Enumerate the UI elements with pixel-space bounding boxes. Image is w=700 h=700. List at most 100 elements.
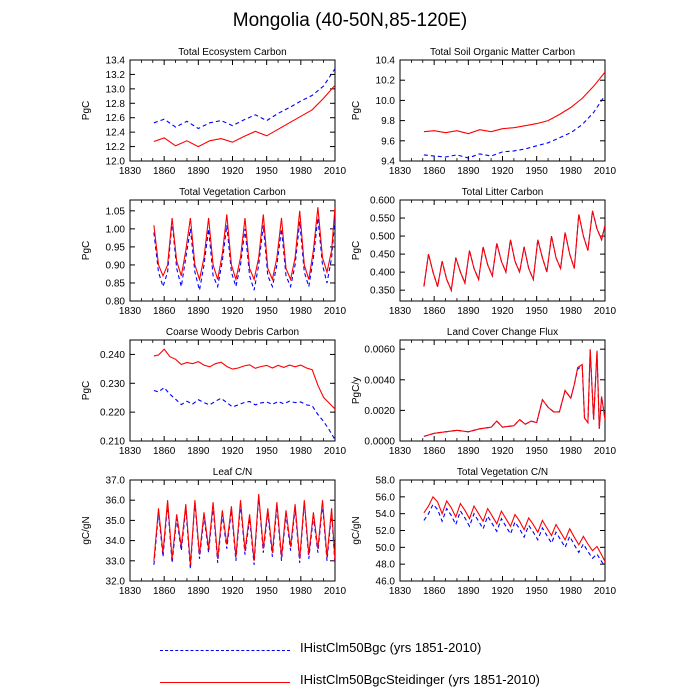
x-tick-label: 2010 (324, 166, 347, 177)
y-axis-label: PgC (351, 241, 362, 260)
series-line-solid (423, 495, 605, 562)
y-tick-label: 12.2 (106, 142, 126, 153)
y-axis-label: PgC (81, 101, 92, 120)
x-tick-label: 1860 (153, 306, 176, 317)
y-tick-label: 56.0 (376, 492, 396, 503)
y-tick-label: 0.0040 (364, 375, 395, 386)
x-tick-label: 2010 (324, 586, 347, 597)
x-tick-label: 1920 (491, 166, 514, 177)
y-tick-label: 0.450 (370, 250, 395, 261)
y-tick-label: 0.80 (106, 297, 126, 308)
x-tick-label: 1980 (290, 166, 313, 177)
series-line-solid (153, 207, 335, 282)
y-tick-label: 13.0 (106, 84, 126, 95)
panel-title: Coarse Woody Debris Carbon (166, 327, 299, 338)
x-tick-label: 1980 (560, 306, 583, 317)
x-tick-label: 1860 (423, 306, 446, 317)
y-tick-label: 54.0 (376, 509, 396, 520)
chart-panel: Total Litter Carbon PgC 1830 1860 1890 1920 19… (351, 187, 617, 317)
panel-title: Total Litter Carbon (462, 187, 544, 198)
x-tick-label: 1980 (290, 306, 313, 317)
plot-frame (399, 339, 606, 442)
y-tick-label: 0.95 (106, 242, 126, 253)
x-tick-label: 1830 (389, 306, 412, 317)
chart-panel: Total Soil Organic Matter Carbon PgC 1830 1… (351, 47, 617, 177)
y-tick-label: 0.0020 (364, 406, 395, 417)
x-tick-label: 1830 (119, 306, 142, 317)
x-tick-label: 1830 (389, 166, 412, 177)
x-tick-label: 2010 (594, 306, 617, 317)
y-tick-label: 32.0 (106, 577, 126, 588)
y-tick-label: 9.6 (381, 136, 395, 147)
x-tick-label: 1890 (457, 446, 480, 457)
y-tick-label: 9.4 (381, 157, 395, 168)
plot-frame (399, 479, 606, 582)
y-tick-label: 10.2 (376, 76, 396, 87)
x-tick-label: 1830 (119, 586, 142, 597)
series-line-solid (153, 494, 335, 565)
panel-title: Leaf C/N (213, 467, 252, 478)
x-tick-label: 1920 (491, 586, 514, 597)
legend-swatch-solid (160, 682, 290, 683)
x-tick-label: 1860 (423, 586, 446, 597)
y-tick-label: 34.0 (106, 536, 126, 547)
y-tick-label: 0.350 (370, 286, 395, 297)
chart-panel: Coarse Woody Debris Carbon PgC 1830 1860 189… (81, 327, 347, 457)
legend-label: IHistClm50BgcSteidinger (yrs 1851-2010) (300, 672, 540, 687)
y-tick-label: 0.500 (370, 232, 395, 243)
x-tick-label: 1920 (221, 446, 244, 457)
series-line-dashed (153, 386, 335, 440)
y-tick-label: 0.0000 (364, 437, 395, 448)
x-tick-label: 1860 (153, 586, 176, 597)
plot-frame (399, 199, 606, 302)
chart-panel: Land Cover Change Flux PgC/y 1830 1860 1890 1… (351, 327, 617, 457)
x-tick-label: 1830 (389, 446, 412, 457)
y-axis-label: PgC (351, 101, 362, 120)
x-tick-label: 1950 (526, 586, 549, 597)
x-tick-label: 1980 (290, 586, 313, 597)
x-tick-label: 1890 (457, 306, 480, 317)
x-tick-label: 2010 (594, 166, 617, 177)
y-tick-label: 0.210 (100, 437, 125, 448)
y-axis-label: gC/gN (351, 516, 362, 544)
plot-frame (129, 59, 336, 162)
plot-frame (399, 59, 606, 162)
y-tick-label: 0.550 (370, 214, 395, 225)
y-tick-label: 9.8 (381, 116, 395, 127)
series-line-solid (153, 348, 335, 410)
panel-title: Land Cover Change Flux (447, 327, 558, 338)
y-tick-label: 0.220 (100, 408, 125, 419)
y-tick-label: 36.0 (106, 496, 126, 507)
y-tick-label: 46.0 (376, 577, 396, 588)
x-tick-label: 1890 (187, 586, 210, 597)
y-tick-label: 48.0 (376, 560, 396, 571)
panel-title: Total Vegetation C/N (457, 467, 548, 478)
y-tick-label: 0.600 (370, 196, 395, 207)
x-tick-label: 1980 (290, 446, 313, 457)
legend-swatch-dashed (160, 650, 290, 651)
x-tick-label: 1980 (560, 446, 583, 457)
chart-panel: Total Ecosystem Carbon PgC 1830 1860 1890 192… (81, 47, 347, 177)
y-tick-label: 12.8 (106, 99, 126, 110)
y-tick-label: 0.85 (106, 278, 126, 289)
series-line-dashed (423, 94, 605, 159)
x-tick-label: 1860 (423, 446, 446, 457)
x-tick-label: 1920 (221, 586, 244, 597)
x-tick-label: 1920 (221, 166, 244, 177)
x-tick-label: 1890 (187, 446, 210, 457)
chart-panel: Total Vegetation C/N gC/gN 1830 1860 1890 192… (351, 467, 617, 597)
panel-title: Total Soil Organic Matter Carbon (430, 47, 575, 58)
series-line-dashed (423, 503, 605, 567)
y-tick-label: 13.2 (106, 70, 126, 81)
y-axis-label: PgC (81, 381, 92, 400)
y-axis-label: PgC (81, 241, 92, 260)
panel-title: Total Ecosystem Carbon (178, 47, 286, 58)
series-line-solid (153, 84, 335, 148)
y-axis-label: gC/gN (81, 516, 92, 544)
y-tick-label: 0.240 (100, 350, 125, 361)
x-tick-label: 1860 (153, 166, 176, 177)
panel-title: Total Vegetation Carbon (179, 187, 286, 198)
y-tick-label: 0.230 (100, 379, 125, 390)
chart-panel: Leaf C/N gC/gN 1830 1860 1890 1920 1950 1980 201… (81, 467, 347, 597)
